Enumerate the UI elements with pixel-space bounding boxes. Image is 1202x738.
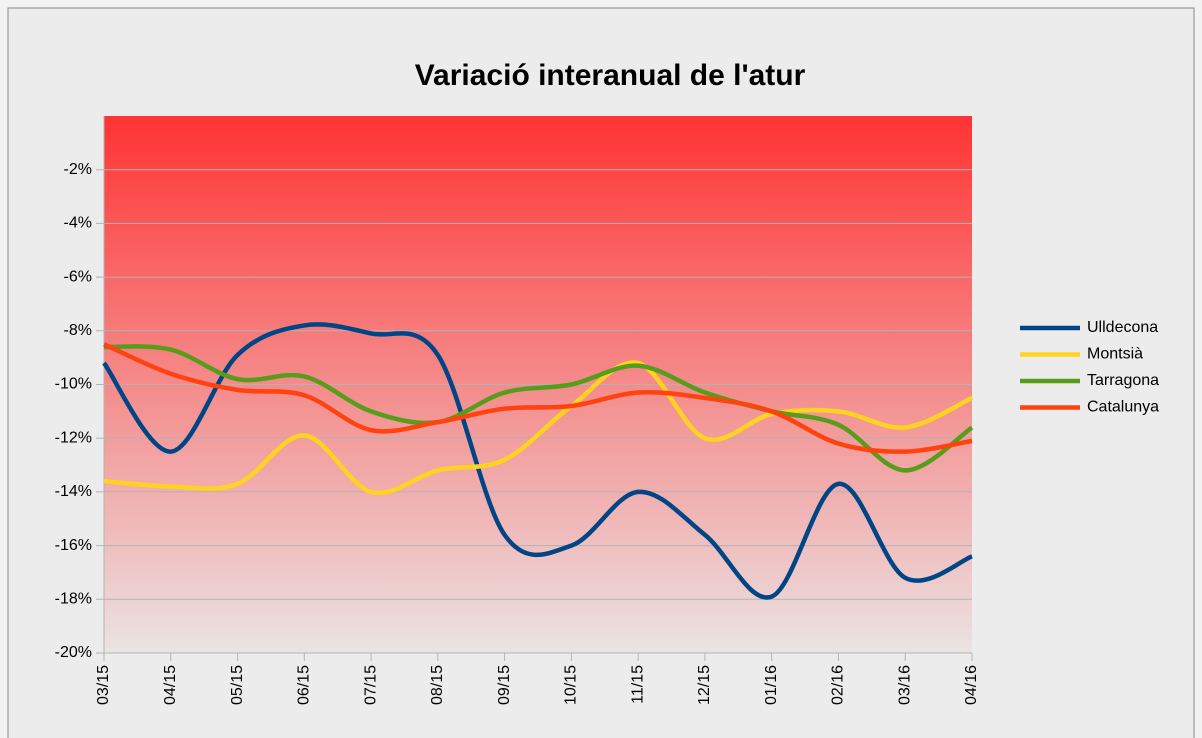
legend-label: Tarragona [1087, 372, 1159, 389]
y-tick-label: -16% [55, 537, 92, 554]
x-tick-label: 06/15 [296, 665, 313, 705]
y-tick-label: -8% [64, 322, 92, 339]
series-line [103, 342, 973, 454]
series-line [102, 322, 973, 600]
y-tick-label: -18% [55, 591, 92, 608]
y-tick-label: -6% [64, 268, 92, 285]
x-tick-label: 10/15 [563, 665, 580, 705]
x-tick-label: 01/16 [763, 665, 780, 705]
legend-label: Ulldecona [1087, 319, 1158, 336]
x-tick-label: 04/16 [963, 665, 980, 705]
legend-label: Montsià [1087, 346, 1143, 363]
x-tick-label: 02/16 [830, 665, 847, 705]
y-tick-label: -2% [64, 161, 92, 178]
x-tick-label: 07/15 [362, 665, 379, 705]
y-tick-label: -12% [55, 429, 92, 446]
x-tick-label: 09/15 [496, 665, 513, 705]
x-tick-label: 11/15 [629, 665, 646, 704]
series-line [103, 344, 974, 473]
x-tick-label: 08/15 [429, 665, 446, 705]
y-tick-label: -14% [55, 483, 92, 500]
legend-label: Catalunya [1087, 399, 1159, 416]
series-line [103, 360, 973, 496]
x-tick-label: 03/15 [95, 665, 112, 705]
y-tick-label: -10% [55, 376, 92, 393]
y-tick-label: -20% [55, 644, 92, 661]
x-tick-label: 12/15 [696, 665, 713, 705]
chart-title: Variació interanual de l'atur [415, 59, 806, 92]
y-tick-label: -4% [64, 215, 92, 232]
x-tick-label: 05/15 [229, 665, 246, 705]
x-tick-label: 04/15 [162, 665, 179, 705]
x-tick-label: 03/16 [896, 665, 913, 705]
